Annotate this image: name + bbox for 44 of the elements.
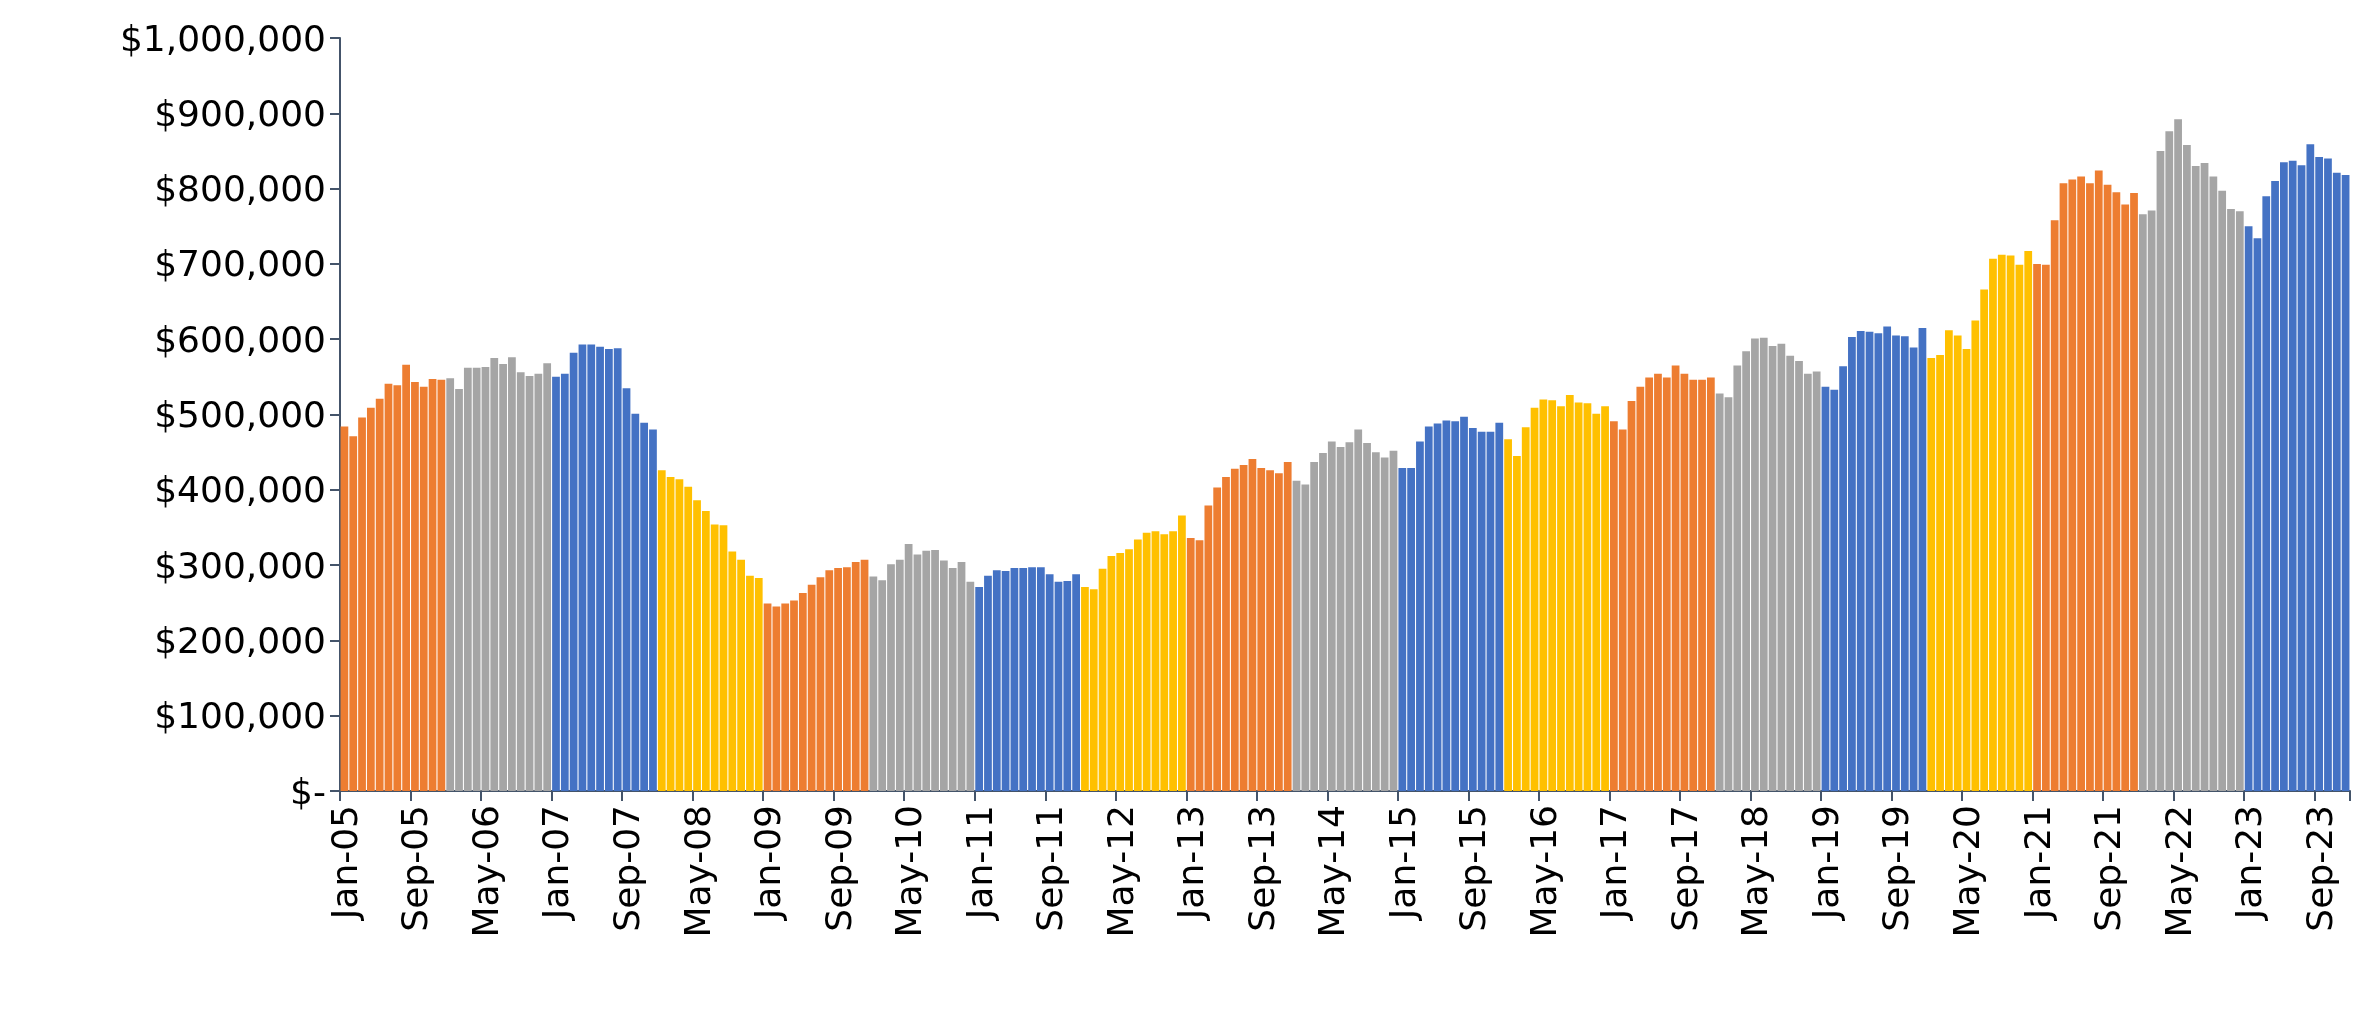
x-tick-label: Jan-05 bbox=[323, 805, 365, 922]
y-tick-label: $600,000 bbox=[154, 318, 326, 360]
x-tick-label: Sep-17 bbox=[1663, 805, 1705, 932]
y-tick-label: $700,000 bbox=[154, 243, 326, 285]
x-tick-label: May-14 bbox=[1311, 805, 1353, 938]
x-tick-label: May-16 bbox=[1522, 805, 1564, 938]
x-tick-label: Jan-19 bbox=[1804, 805, 1846, 922]
x-tick-label: May-12 bbox=[1099, 805, 1141, 938]
x-tick-label: Jan-09 bbox=[747, 805, 789, 922]
x-tick-label: Sep-05 bbox=[394, 805, 436, 932]
x-tick-label: Sep-09 bbox=[817, 805, 859, 932]
y-tick-label: $800,000 bbox=[154, 168, 326, 210]
x-tick-label: May-22 bbox=[2157, 805, 2199, 938]
x-tick-label: Sep-13 bbox=[1240, 805, 1282, 932]
y-tick-label: $- bbox=[290, 770, 326, 812]
x-tick-label: May-18 bbox=[1734, 805, 1776, 938]
y-tick-label: $100,000 bbox=[154, 695, 326, 737]
x-tick-label: Sep-23 bbox=[2298, 805, 2340, 932]
bar bbox=[763, 603, 772, 791]
x-tick-label: May-06 bbox=[464, 805, 506, 938]
bar bbox=[437, 379, 446, 791]
x-tick-label: Jan-17 bbox=[1593, 805, 1635, 922]
bar bbox=[2244, 226, 2253, 791]
y-tick-label: $500,000 bbox=[154, 394, 326, 435]
bar bbox=[1918, 327, 1927, 791]
x-tick-label: Jan-11 bbox=[958, 805, 1000, 922]
x-tick-label: Jan-07 bbox=[535, 805, 577, 922]
x-tick-label: Jan-13 bbox=[1170, 805, 1212, 922]
x-tick-label: Jan-21 bbox=[2016, 805, 2058, 922]
x-tick-label: Sep-15 bbox=[1452, 805, 1494, 932]
x-tick-label: Jan-23 bbox=[2228, 805, 2270, 922]
y-tick-label: $1,000,000 bbox=[119, 17, 326, 59]
x-tick-label: May-20 bbox=[1946, 805, 1988, 938]
x-tick-label: Sep-21 bbox=[2087, 805, 2129, 932]
x-tick-label: May-10 bbox=[888, 805, 930, 938]
y-tick-label: $400,000 bbox=[154, 469, 326, 511]
x-tick-label: Sep-07 bbox=[606, 805, 648, 932]
x-tick-label: Sep-11 bbox=[1029, 805, 1071, 932]
x-tick-label: Jan-15 bbox=[1381, 805, 1423, 922]
x-tick-label: Sep-19 bbox=[1875, 805, 1917, 932]
x-tick-label: May-08 bbox=[676, 805, 718, 938]
y-tick-label: $300,000 bbox=[154, 544, 326, 586]
y-tick-label: $200,000 bbox=[154, 619, 326, 661]
y-tick-label: $900,000 bbox=[154, 92, 326, 134]
